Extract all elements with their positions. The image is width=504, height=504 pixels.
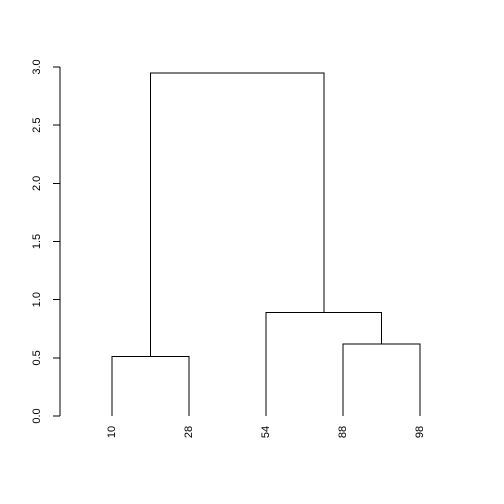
leaf-labels: 10 28 54 88 98 [106,426,426,438]
y-axis: 0.0 0.5 1.0 1.5 2.0 2.5 3.0 [31,59,61,424]
y-tick-label: 2.5 [31,118,43,133]
y-tick-label: 3.0 [31,59,43,74]
branch-merge-88-98 [342,343,421,416]
branch-merge-root [150,72,325,357]
y-tick-label: 0.5 [31,350,43,365]
y-tick-label: 1.0 [31,292,43,307]
leaf-label: 10 [106,426,118,438]
dendrogram-branches [111,72,421,416]
y-tick-label: 2.0 [31,176,43,191]
leaf-label: 28 [183,426,195,438]
y-tick-label: 1.5 [31,234,43,249]
branch-merge-10-28 [111,356,190,416]
leaf-label: 54 [260,426,272,438]
branch-merge-54-88-98 [265,311,382,416]
y-tick-label: 0.0 [31,408,43,423]
leaf-label: 98 [414,426,426,438]
leaf-label: 88 [337,426,349,438]
